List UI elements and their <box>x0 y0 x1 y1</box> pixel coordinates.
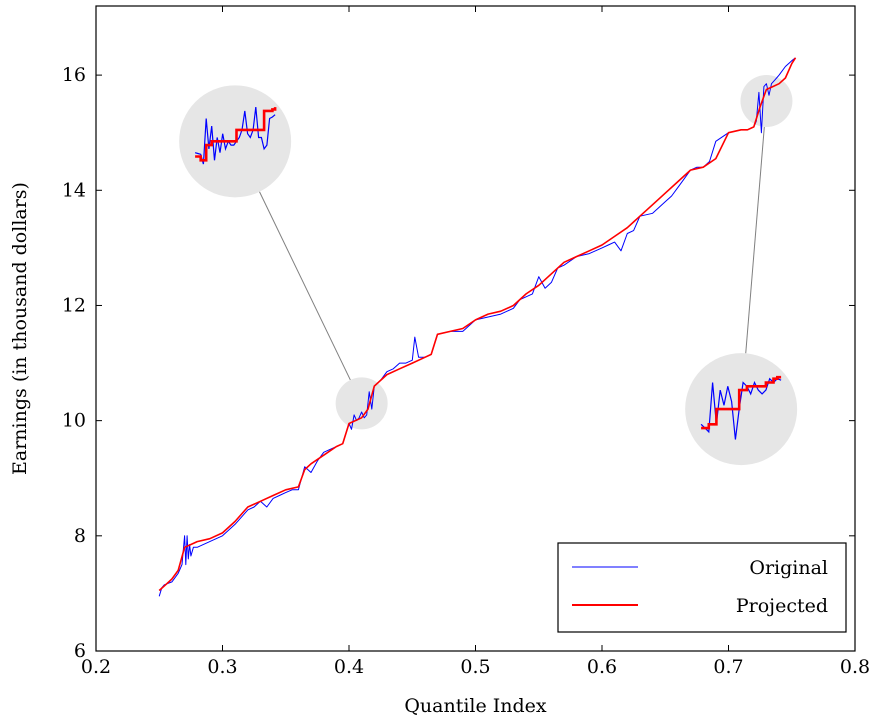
zoom-connector <box>259 191 351 381</box>
y-tick-label: 8 <box>74 525 86 547</box>
legend-label-projected: Projected <box>736 595 828 617</box>
zoom-inset-circle <box>685 353 798 466</box>
y-axis-title: Earnings (in thousand dollars) <box>9 182 31 475</box>
x-tick-label: 0.6 <box>587 656 617 678</box>
inset-original-line <box>700 377 782 440</box>
y-tick-label: 16 <box>62 64 86 86</box>
series-line-projected <box>158 57 797 592</box>
x-axis-title: Quantile Index <box>404 695 547 717</box>
y-tick-label: 6 <box>74 640 86 662</box>
tick-layer: 0.2 0.3 0.4 0.5 0.6 0.7 0.8 6 8 10 12 14 16 <box>62 6 870 678</box>
x-tick-label: 0.4 <box>334 656 364 678</box>
legend-label-original: Original <box>749 557 828 579</box>
inset-projected-line <box>701 375 782 430</box>
zoom-source-circle <box>740 75 793 128</box>
inset-projected-line <box>195 107 277 162</box>
series-layer <box>158 57 797 597</box>
y-tick-label: 12 <box>62 294 86 316</box>
zoom-connector <box>745 126 765 354</box>
x-tick-label: 0.8 <box>840 656 870 678</box>
zoom-layer <box>179 85 798 466</box>
x-tick-label: 0.3 <box>207 656 237 678</box>
x-tick-label: 0.2 <box>81 656 111 678</box>
x-tick-label: 0.7 <box>713 656 743 678</box>
legend-box <box>557 542 847 633</box>
y-tick-label: 10 <box>62 410 86 432</box>
zoom-source-circle <box>335 377 388 430</box>
y-tick-label: 14 <box>62 179 86 201</box>
legend: Original Projected <box>557 542 847 633</box>
x-tick-label: 0.5 <box>460 656 490 678</box>
